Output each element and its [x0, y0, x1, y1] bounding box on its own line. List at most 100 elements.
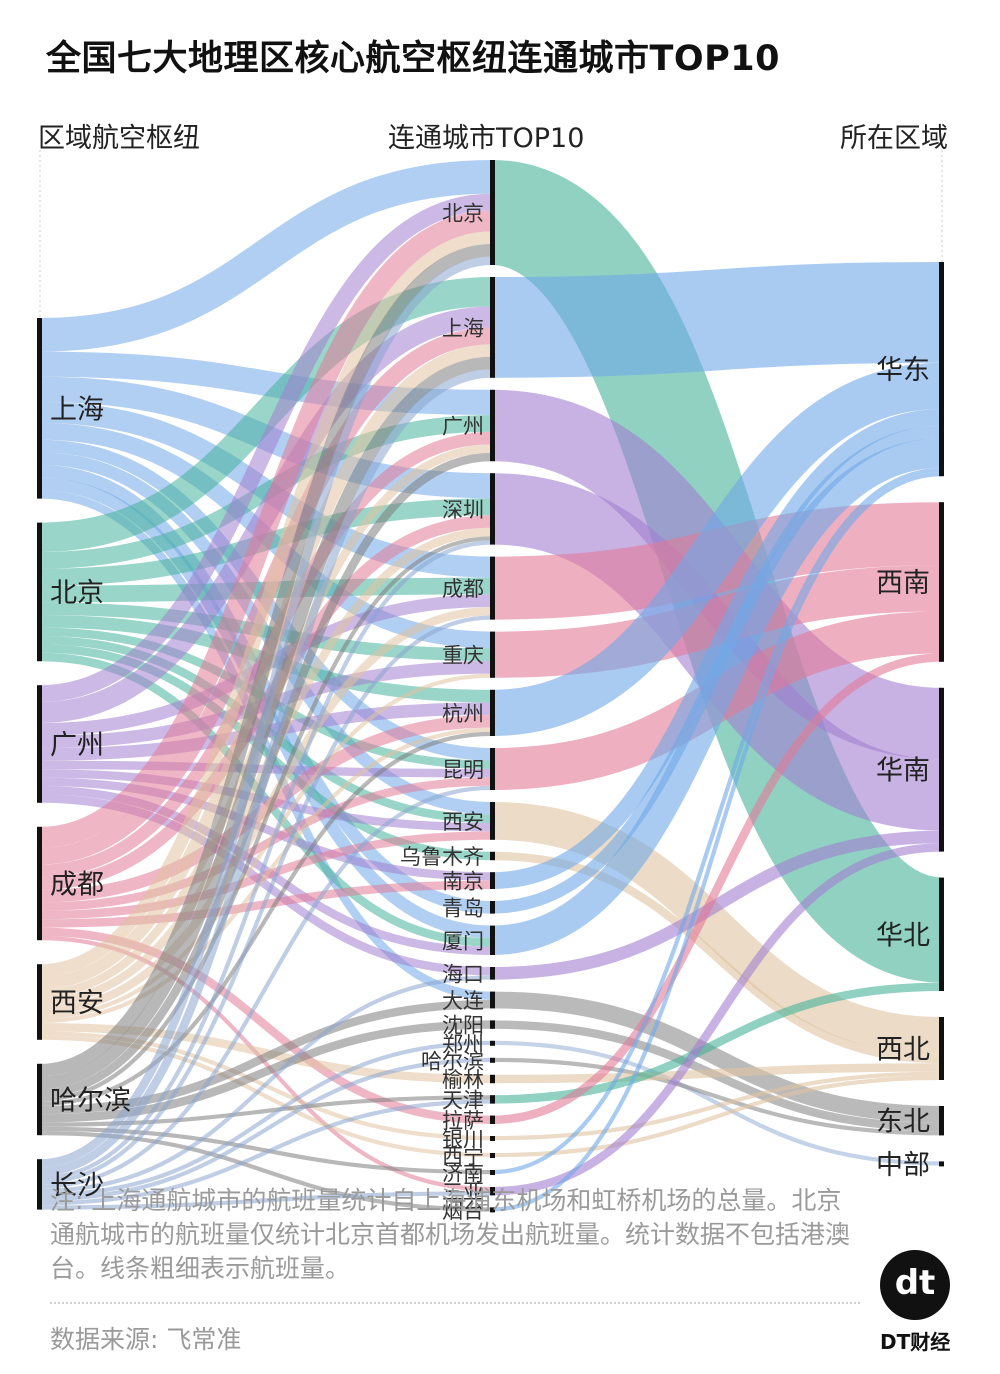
- city-bar-深圳: [490, 473, 495, 545]
- city-label-银川: 银川: [442, 1128, 484, 1152]
- data-source: 数据来源: 飞常准: [50, 1325, 242, 1354]
- flow-长沙-深圳: [39, 540, 493, 1181]
- hub-label-哈尔滨: 哈尔滨: [50, 1086, 131, 1117]
- flow-哈尔滨-北京: [39, 244, 493, 1077]
- right-column-header: 所在区域: [840, 123, 948, 154]
- city-bar-大连: [490, 991, 495, 1009]
- hub-bar-北京: [37, 522, 42, 662]
- city-label-成都: 成都: [442, 577, 484, 601]
- region-bar-西南: [939, 502, 944, 662]
- flow-哈尔滨-大连: [39, 1000, 493, 1115]
- region-label-华东: 华东: [876, 355, 930, 386]
- region-bar-中部: [939, 1161, 944, 1167]
- region-label-华北: 华北: [876, 920, 930, 951]
- city-bar-哈尔滨: [490, 1057, 495, 1063]
- region-bar-西北: [939, 1017, 944, 1080]
- hub-bar-上海: [37, 318, 42, 499]
- flow-哈尔滨-烟台: [39, 1131, 493, 1212]
- city-label-郑州: 郑州: [442, 1032, 484, 1056]
- region-bar-东北: [939, 1106, 944, 1136]
- flow-海口-华南: [491, 830, 943, 980]
- flow-广州-南京: [39, 777, 493, 881]
- flow-西安-成都: [39, 607, 493, 1015]
- city-label-乌鲁木齐: 乌鲁木齐: [400, 845, 484, 869]
- flow-济南-华东: [491, 467, 943, 1175]
- flow-郑州-中部: [491, 1040, 943, 1166]
- flow-厦门-华东: [491, 438, 943, 955]
- hub-label-广州: 广州: [50, 730, 104, 761]
- region-bar-华北: [939, 877, 944, 991]
- flow-榆林-西北: [491, 1063, 943, 1084]
- city-bar-海口: [490, 967, 495, 980]
- flow-长沙-昆明: [39, 785, 493, 1189]
- city-label-榆林: 榆林: [442, 1068, 484, 1092]
- flow-西宁-西北: [491, 1075, 943, 1158]
- hub-label-成都: 成都: [50, 870, 104, 901]
- flow-北京-重庆: [39, 602, 493, 661]
- flow-乌鲁木齐-西北: [491, 851, 943, 1064]
- flow-长沙-郑州: [39, 1040, 493, 1197]
- city-label-海口: 海口: [442, 962, 484, 986]
- city-label-南京: 南京: [442, 870, 484, 894]
- hub-bar-哈尔滨: [37, 1063, 42, 1136]
- chart-title: 全国七大地理区核心航空枢纽连通城市TOP10: [46, 39, 780, 79]
- flow-上海-北京: [39, 160, 493, 352]
- flow-长沙-上海: [39, 369, 493, 1176]
- city-bar-烟台: [490, 1207, 495, 1213]
- region-bar-华东: [939, 262, 944, 477]
- city-bar-上海: [490, 277, 495, 378]
- flow-上海-华东: [491, 262, 943, 378]
- region-label-西北: 西北: [876, 1035, 930, 1066]
- flow-西安-北京: [39, 231, 493, 977]
- brand-name: DT财经: [880, 1330, 951, 1354]
- flow-大连-东北: [491, 991, 943, 1123]
- left-column-header: 区域航空枢纽: [38, 123, 200, 154]
- flow-烟台-华东: [491, 472, 943, 1212]
- flow-长沙-哈尔滨: [39, 1057, 493, 1202]
- city-bar-郑州: [490, 1040, 495, 1046]
- city-label-烟台: 烟台: [442, 1199, 484, 1223]
- flow-哈尔滨-东北: [491, 1057, 943, 1136]
- city-bar-西宁: [490, 1153, 495, 1158]
- city-label-西宁: 西宁: [442, 1145, 484, 1169]
- city-label-北京: 北京: [442, 202, 484, 226]
- flow-南京-华东: [491, 409, 943, 889]
- city-label-重庆: 重庆: [442, 644, 484, 668]
- flow-哈尔滨-杭州: [39, 731, 493, 1106]
- flow-西安-杭州: [39, 727, 493, 1023]
- city-bar-昆明: [490, 748, 495, 790]
- hub-label-上海: 上海: [50, 394, 104, 425]
- city-bar-天津: [490, 1095, 495, 1104]
- city-label-青岛: 青岛: [442, 896, 484, 920]
- hub-bar-成都: [37, 826, 42, 941]
- city-label-拉萨: 拉萨: [442, 1109, 484, 1133]
- city-label-哈尔滨: 哈尔滨: [421, 1049, 484, 1073]
- region-label-西南: 西南: [876, 568, 930, 599]
- flow-拉萨-西南: [491, 653, 943, 1124]
- flow-重庆-西南: [491, 565, 943, 678]
- hub-bar-西安: [37, 964, 42, 1040]
- city-label-深圳: 深圳: [442, 498, 484, 522]
- hub-label-西安: 西安: [50, 988, 104, 1019]
- city-label-济南: 济南: [442, 1162, 484, 1186]
- city-label-天津: 天津: [442, 1088, 484, 1112]
- city-label-杭州: 杭州: [442, 702, 484, 726]
- hub-bar-广州: [37, 685, 42, 803]
- region-label-华南: 华南: [876, 756, 930, 787]
- city-label-沈阳: 沈阳: [442, 1014, 484, 1038]
- city-bar-北京: [490, 160, 495, 265]
- region-label-东北: 东北: [876, 1107, 930, 1138]
- city-bar-重庆: [490, 631, 495, 678]
- flow-长沙-天津: [39, 1099, 493, 1206]
- flow-广州-北京: [39, 193, 493, 702]
- city-bar-厦门: [490, 925, 495, 955]
- city-label-厦门: 厦门: [442, 929, 484, 953]
- dt-logo-icon: dt: [880, 1250, 950, 1320]
- flow-西安-重庆: [39, 673, 493, 1019]
- hub-bar-长沙: [37, 1159, 42, 1210]
- flow-广州-西安: [39, 769, 493, 832]
- flow-上海-青岛: [39, 465, 493, 914]
- hub-label-北京: 北京: [50, 578, 104, 609]
- flows-group: [39, 160, 947, 1212]
- middle-column-header: 连通城市TOP10: [388, 123, 585, 154]
